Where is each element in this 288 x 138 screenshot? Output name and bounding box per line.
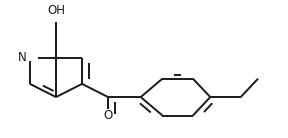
Text: N: N <box>18 51 27 64</box>
Text: O: O <box>103 109 113 122</box>
Text: OH: OH <box>47 4 65 17</box>
